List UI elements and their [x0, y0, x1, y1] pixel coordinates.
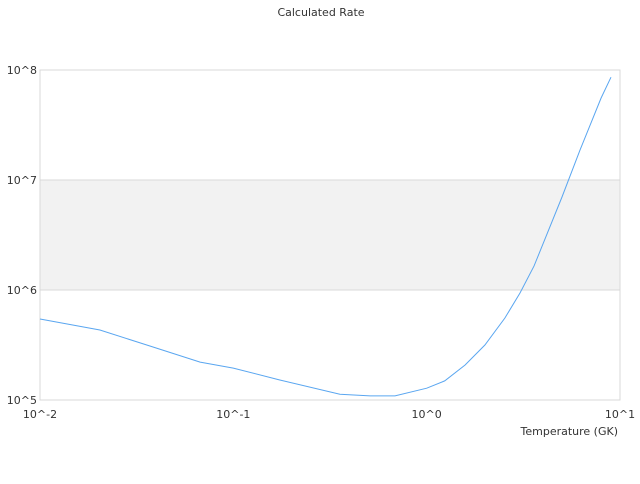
x-tick-label: 10^-1 [216, 408, 250, 421]
shaded-band [40, 180, 620, 290]
chart-title: Calculated Rate [277, 6, 364, 19]
y-tick-label: 10^6 [7, 284, 37, 297]
y-tick-label: 10^8 [7, 64, 37, 77]
y-tick-label: 10^5 [7, 394, 37, 407]
x-tick-label: 10^1 [605, 408, 635, 421]
x-tick-label: 10^-2 [23, 408, 57, 421]
x-tick-label: 10^0 [412, 408, 442, 421]
y-tick-label: 10^7 [7, 174, 37, 187]
x-axis-label: Temperature (GK) [520, 425, 619, 438]
